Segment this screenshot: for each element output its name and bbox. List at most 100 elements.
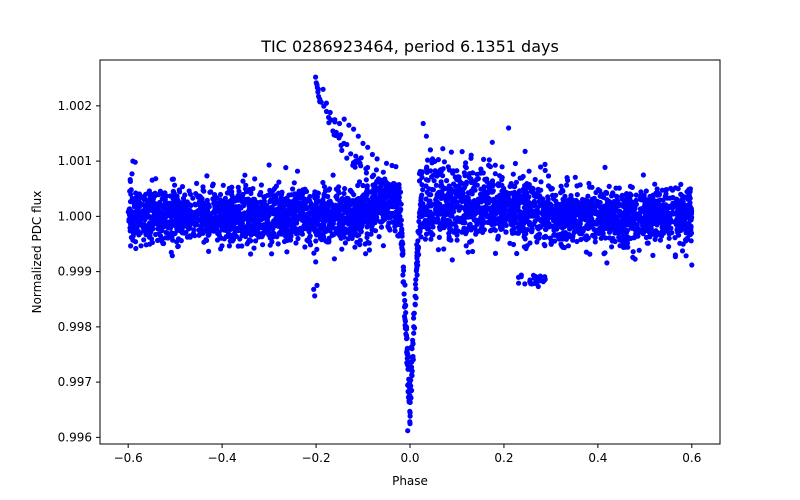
data-point: [162, 235, 168, 241]
data-point: [435, 212, 441, 218]
data-point: [253, 199, 259, 205]
data-point: [300, 211, 307, 217]
data-point: [604, 190, 610, 196]
data-point: [466, 198, 472, 204]
data-point: [630, 249, 636, 255]
data-point: [611, 219, 617, 225]
data-point: [513, 230, 519, 236]
data-point: [290, 186, 296, 192]
data-point: [672, 210, 678, 216]
data-point: [655, 190, 661, 196]
data-point: [257, 215, 264, 221]
data-point: [252, 224, 258, 230]
data-point: [563, 214, 569, 220]
data-point: [441, 159, 447, 165]
data-point: [363, 189, 369, 195]
data-point: [334, 196, 340, 202]
data-point: [516, 280, 522, 286]
data-point: [323, 100, 329, 106]
data-point: [532, 193, 538, 199]
data-point: [681, 203, 688, 209]
data-point: [418, 205, 424, 211]
data-point: [297, 225, 304, 231]
data-point: [374, 156, 380, 162]
data-point: [313, 238, 319, 244]
data-point: [224, 190, 230, 196]
data-point: [342, 186, 348, 192]
data-point: [539, 201, 545, 207]
data-point: [173, 208, 179, 214]
data-point: [183, 223, 189, 229]
data-point: [322, 188, 329, 194]
data-point: [602, 235, 609, 241]
data-point: [457, 215, 463, 221]
data-point: [411, 310, 417, 316]
data-point: [557, 231, 564, 237]
data-point: [269, 206, 275, 212]
data-point: [147, 214, 153, 221]
data-point: [212, 204, 218, 210]
data-point: [225, 206, 231, 212]
data-point: [217, 191, 224, 198]
data-point: [214, 208, 220, 214]
data-point: [397, 201, 403, 207]
data-point: [177, 189, 183, 195]
data-point: [663, 202, 669, 208]
data-point: [688, 217, 694, 223]
data-point: [380, 217, 386, 223]
data-point: [478, 186, 484, 192]
data-point: [261, 198, 267, 204]
data-point: [148, 227, 154, 233]
data-point: [522, 148, 528, 154]
data-point: [572, 174, 578, 180]
data-point: [454, 237, 460, 243]
data-point: [296, 188, 302, 194]
data-point: [371, 185, 377, 191]
data-point: [487, 228, 494, 234]
data-point: [197, 203, 203, 209]
data-point: [563, 204, 569, 210]
data-point: [150, 206, 156, 212]
data-point: [294, 198, 300, 204]
data-point: [176, 220, 183, 226]
data-point: [642, 227, 648, 233]
data-point: [633, 192, 639, 198]
data-point: [339, 246, 345, 252]
data-point: [383, 160, 390, 166]
data-point: [538, 179, 544, 185]
data-point: [366, 200, 372, 206]
data-point: [330, 221, 336, 227]
data-point: [242, 172, 248, 178]
data-point: [532, 218, 538, 224]
data-point: [480, 170, 486, 176]
data-point: [446, 167, 452, 173]
data-point: [449, 257, 455, 263]
data-point: [312, 189, 318, 195]
data-point: [547, 212, 554, 218]
data-point: [437, 226, 443, 232]
data-point: [139, 210, 145, 216]
data-point: [226, 243, 232, 249]
data-point: [674, 217, 680, 223]
data-point: [558, 183, 564, 189]
data-point: [511, 195, 517, 201]
data-point: [411, 330, 417, 336]
data-point: [320, 232, 326, 238]
data-point: [574, 207, 580, 213]
data-point: [390, 219, 396, 225]
data-point: [294, 168, 301, 174]
data-point: [351, 126, 357, 132]
data-point: [414, 272, 420, 278]
data-point: [308, 203, 314, 210]
data-point: [508, 219, 514, 225]
data-point: [133, 194, 139, 201]
data-point: [390, 192, 396, 198]
data-point: [374, 214, 380, 220]
data-point: [178, 214, 184, 220]
data-point: [165, 230, 171, 236]
data-point: [336, 135, 342, 141]
data-point: [478, 166, 484, 172]
data-point: [142, 217, 148, 223]
